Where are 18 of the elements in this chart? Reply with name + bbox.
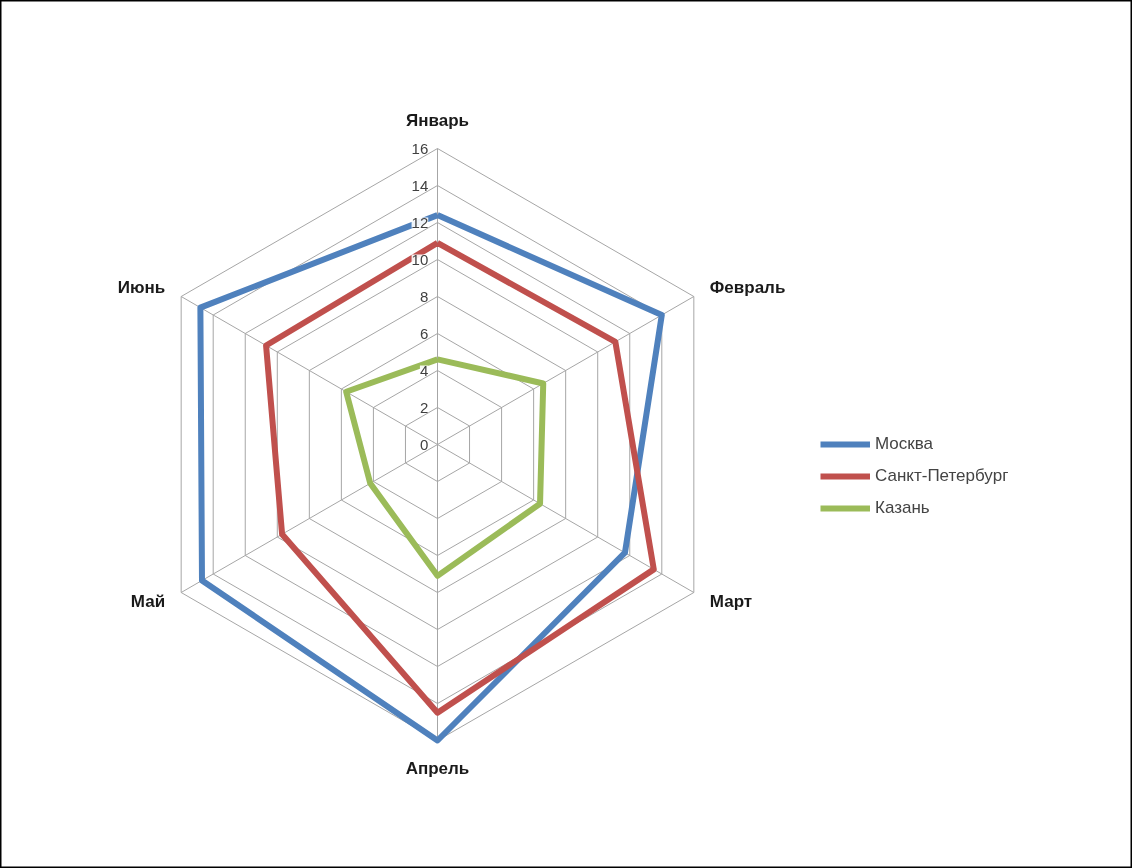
y-tick-label: 0 (419, 435, 429, 453)
spoke-label: Июнь (117, 277, 166, 297)
spoke-label: Март (709, 592, 753, 612)
legend-label: Москва (875, 434, 934, 454)
spoke-label: Май (130, 592, 166, 612)
legend-label: Санкт-Петербург (875, 466, 1009, 486)
y-tick-label: 16 (411, 139, 429, 157)
spoke-label: Февраль (709, 277, 786, 297)
y-tick-label: 8 (419, 287, 429, 305)
legend-label: Казань (875, 498, 930, 518)
spoke-label: Январь (406, 111, 470, 130)
y-tick-label: 12 (411, 213, 429, 231)
y-tick-label: 14 (411, 176, 429, 194)
spoke-label: Апрель (405, 759, 470, 778)
y-tick-label: 2 (419, 398, 429, 416)
y-tick-label: 6 (419, 324, 429, 342)
y-tick-label: 4 (419, 361, 429, 379)
y-tick-label: 10 (411, 250, 429, 268)
